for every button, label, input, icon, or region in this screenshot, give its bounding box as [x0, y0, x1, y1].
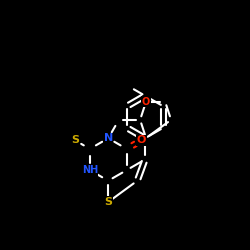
- Text: S: S: [71, 136, 79, 145]
- Text: NH: NH: [82, 165, 98, 175]
- Text: S: S: [104, 197, 112, 207]
- Text: N: N: [104, 133, 113, 143]
- Text: O: O: [137, 136, 146, 145]
- Text: O: O: [142, 97, 150, 107]
